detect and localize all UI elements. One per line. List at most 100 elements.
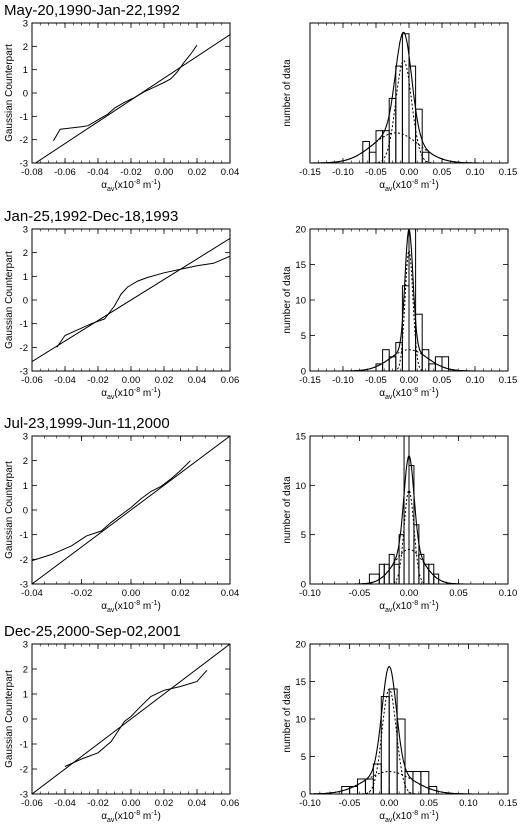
x-axis-label: αav(x10-8 m-1) [101, 810, 161, 824]
y-tick-label: 0 [23, 89, 28, 100]
y-tick-label: 5 [301, 752, 306, 763]
x-tick-label: 0.10 [499, 588, 518, 599]
y-tick-label: 0 [301, 580, 306, 591]
y-tick-label: 2 [23, 42, 28, 53]
y-axis-label: Gaussian Counterpart [4, 44, 15, 142]
x-tick-label: 0.00 [122, 588, 141, 599]
x-tick-label: -0.06 [54, 167, 76, 178]
plot-frame [31, 22, 231, 164]
y-tick-label: 20 [295, 225, 306, 236]
y-tick-label: 2 [23, 248, 28, 259]
x-axis-label: αav(x10-8 m-1) [379, 179, 439, 193]
y-tick-label: -2 [20, 343, 28, 354]
x-tick-label: 0.10 [466, 375, 485, 386]
x-tick-label: -0.06 [21, 375, 43, 386]
x-tick-label: 0.00 [400, 167, 419, 178]
y-tick-label: -2 [20, 765, 28, 776]
x-tick-label: -0.02 [71, 588, 93, 599]
y-tick-label: 3 [23, 432, 28, 443]
histogram-bar [378, 563, 385, 584]
panel-6: -0.06 -0.04 -0.02 0.00 0.02 0.04 0.06 -3 -2 -1 0 1 2… [4, 623, 239, 824]
x-tick-label: -0.05 [349, 588, 371, 599]
histogram-bar [401, 33, 410, 163]
panel-7: -0.10 -0.05 0.00 0.05 0.10 0.15 0 5 10 15 20 αav(x1… [282, 640, 517, 825]
x-tick-label: -0.05 [339, 798, 361, 809]
broad-gaussian-curve [310, 349, 508, 371]
x-tick-label: -0.15 [299, 375, 321, 386]
y-tick-label: 3 [23, 19, 28, 30]
histogram-bar [368, 151, 377, 163]
histogram-bar [421, 349, 430, 371]
x-tick-label: 0.05 [433, 167, 452, 178]
x-tick-label: 0.05 [420, 798, 439, 809]
x-tick-label: 0.10 [459, 798, 478, 809]
x-axis-label: αav(x10-8 m-1) [101, 600, 161, 614]
x-axis-label: αav(x10-8 m-1) [379, 810, 439, 824]
y-axis-label: Gaussian Counterpart [4, 670, 15, 768]
y-tick-label: 0 [23, 296, 28, 307]
fit-curve [310, 31, 508, 163]
y-tick-label: 2 [23, 456, 28, 467]
histogram-bar [395, 65, 403, 163]
x-tick-label: 0.00 [122, 375, 141, 386]
y-tick-label: 10 [295, 481, 306, 492]
x-tick-label: 0.04 [188, 375, 207, 386]
y-tick-label: 3 [23, 640, 28, 651]
panel-3: -0.15 -0.10 -0.05 0.00 0.05 0.10 0.15 0 5 10 15 20 α… [282, 225, 517, 402]
panel-title: Dec-25,2000-Sep-02,2001 [4, 623, 181, 640]
x-tick-label: 0.10 [466, 167, 485, 178]
y-tick-label: 10 [295, 715, 306, 726]
data-curve [32, 460, 191, 562]
y-tick-label: 15 [295, 432, 306, 443]
reference-line [32, 436, 230, 584]
x-tick-label: 0.02 [171, 588, 190, 599]
panel-4: -0.04 -0.02 0.00 0.02 0.04 -3 -2 -1 0 1 2 3 αav(x10-… [4, 415, 239, 614]
y-axis-label: number of data [282, 685, 293, 753]
y-tick-label: -1 [20, 319, 28, 330]
panel-2: -0.06 -0.04 -0.02 0.00 0.02 0.04 0.06 -3 -2 -1 0 1 2… [4, 208, 239, 401]
y-axis-label: number of data [282, 476, 293, 544]
x-tick-label: -0.02 [87, 798, 109, 809]
narrow-gaussian-curve [310, 60, 508, 163]
x-tick-label: 0.15 [499, 167, 518, 178]
y-tick-label: 0 [301, 790, 306, 801]
y-tick-label: 0 [301, 367, 306, 378]
x-tick-label: 0.05 [449, 588, 468, 599]
y-tick-label: -2 [20, 135, 28, 146]
y-tick-label: 0 [23, 506, 28, 517]
reference-line [32, 644, 230, 794]
histogram-bar [408, 229, 417, 371]
x-tick-label: 0.06 [221, 798, 240, 809]
y-tick-label: 1 [23, 690, 28, 701]
histogram-bar [415, 108, 423, 163]
x-tick-label: 0.06 [221, 375, 240, 386]
x-axis-label: αav(x10-8 m-1) [379, 387, 439, 401]
x-tick-label: 0.02 [155, 375, 174, 386]
x-tick-label: -0.06 [21, 798, 43, 809]
data-curve [64, 669, 208, 767]
histogram-bar [362, 140, 370, 163]
x-tick-label: -0.08 [21, 167, 43, 178]
y-tick-label: 1 [23, 481, 28, 492]
histogram-bar [420, 771, 430, 794]
x-tick-label: 0.15 [499, 798, 518, 809]
histogram-bar [393, 563, 400, 584]
y-tick-label: 5 [301, 331, 306, 342]
panel-5: -0.10 -0.05 0.00 0.05 0.10 0 5 10 15 αav(x10-8 m-… [282, 432, 517, 615]
y-tick-label: 1 [23, 272, 28, 283]
y-tick-label: -3 [20, 790, 28, 801]
y-tick-label: -2 [20, 555, 28, 566]
x-tick-label: 0.02 [155, 798, 174, 809]
y-tick-label: 2 [23, 665, 28, 676]
x-tick-label: 0.00 [122, 798, 141, 809]
x-axis-label: αav(x10-8 m-1) [101, 387, 161, 401]
broad-gaussian-curve [310, 549, 508, 584]
y-tick-label: -1 [20, 530, 28, 541]
fit-curve [310, 454, 508, 584]
x-tick-label: 0.00 [400, 375, 419, 386]
x-tick-label: -0.15 [299, 167, 321, 178]
y-tick-label: -1 [20, 112, 28, 123]
histogram-bar [382, 130, 390, 163]
x-tick-label: 0.02 [188, 167, 207, 178]
